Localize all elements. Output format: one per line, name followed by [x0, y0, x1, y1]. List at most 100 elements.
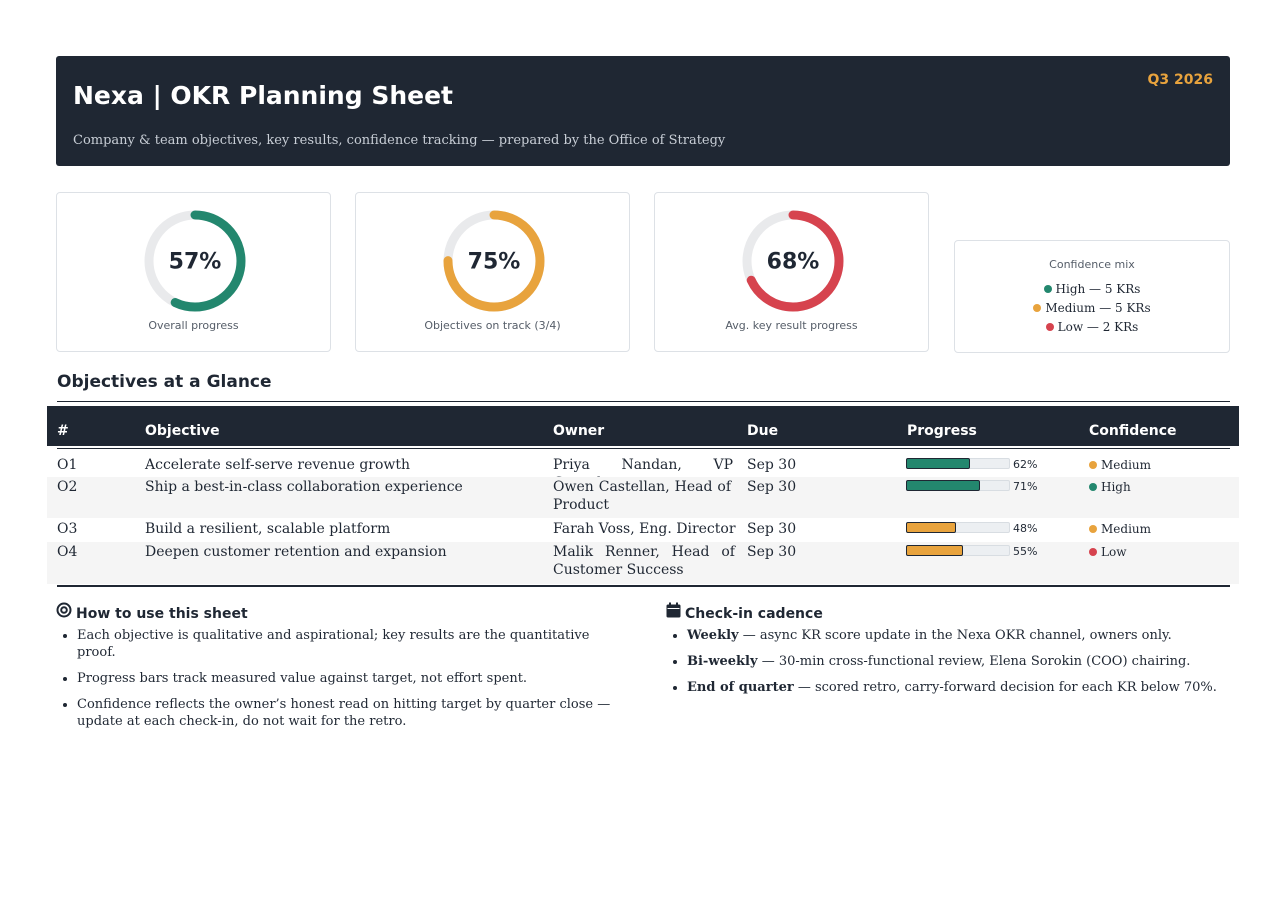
progress-percent: 55%	[1013, 545, 1038, 558]
column-header-owner: Owner	[553, 423, 605, 439]
cadence-term: Bi-weekly	[687, 654, 758, 669]
confidence-badge: Medium	[1089, 458, 1151, 472]
column-header-id: #	[57, 423, 69, 439]
quarter-label: Q3 2026	[1147, 72, 1213, 88]
dot-icon	[1045, 322, 1054, 331]
cadence-term: End of quarter	[687, 680, 794, 695]
objective-id: O2	[57, 479, 78, 495]
progress-bar-fill	[906, 522, 956, 533]
cadence-text: — scored retro, carry-forward decision f…	[793, 680, 1217, 695]
objective-id: O1	[57, 457, 78, 473]
section-divider	[57, 401, 1230, 402]
confidence-mix-card: Confidence mix High — 5 KRs Medium — 5 K…	[954, 240, 1230, 353]
confidence-mix-title: Confidence mix	[1049, 258, 1135, 271]
kpi-value: 57%	[168, 249, 222, 275]
overall-progress-donut	[144, 210, 246, 312]
objective-owner: Malik Renner, Head of Customer Success	[553, 544, 735, 578]
how-to-title-row: How to use this sheet	[56, 602, 626, 624]
kpi-card-overall-progress: 57% Overall progress	[56, 192, 331, 352]
table-header-rule	[57, 448, 1230, 449]
objective-due: Sep 30	[747, 479, 797, 495]
confidence-mix-item-low: Low — 2 KRs	[955, 318, 1229, 337]
how-to-list: Each objective is qualitative and aspira…	[56, 627, 626, 730]
table-header: # Objective Owner Due Progress Confidenc…	[47, 406, 1239, 446]
column-header-progress: Progress	[907, 423, 977, 439]
objective-name: Deepen customer retention and expansion	[145, 544, 447, 560]
dot-icon	[1089, 547, 1097, 556]
page-header: Nexa | OKR Planning Sheet Q3 2026 Compan…	[56, 56, 1230, 166]
progress-percent: 62%	[1013, 458, 1038, 471]
how-to-section: How to use this sheet Each objective is …	[56, 602, 626, 739]
objective-due: Sep 30	[747, 457, 797, 473]
table-row: O1 Accelerate self-serve revenue growth …	[47, 455, 1239, 491]
column-header-confidence: Confidence	[1089, 423, 1177, 439]
list-item: Progress bars track measured value again…	[77, 670, 626, 687]
confidence-mix-item-medium: Medium — 5 KRs	[955, 299, 1229, 318]
confidence-mix-list: High — 5 KRs Medium — 5 KRs Low — 2 KRs	[955, 280, 1229, 337]
dot-icon	[1043, 284, 1052, 293]
progress-bar-fill	[906, 480, 980, 491]
progress-bar-fill	[906, 545, 964, 556]
objective-id: O3	[57, 521, 78, 537]
progress-percent: 48%	[1013, 522, 1038, 535]
progress-percent: 71%	[1013, 480, 1038, 493]
progress-bar	[906, 458, 1010, 469]
target-icon	[56, 602, 72, 624]
confidence-badge: Medium	[1089, 522, 1151, 536]
page-title: Nexa | OKR Planning Sheet	[73, 81, 453, 110]
progress-bar	[906, 480, 1010, 491]
objective-owner: Owen Castellan, Head of Product	[553, 479, 731, 513]
progress-bar	[906, 545, 1010, 556]
list-item: End of quarter — scored retro, carry-for…	[687, 679, 1230, 696]
confidence-badge: High	[1089, 480, 1131, 494]
objective-owner: Farah Voss, Eng. Director	[553, 521, 736, 537]
confidence-label: Medium	[1101, 522, 1152, 536]
kpi-label: Overall progress	[148, 319, 239, 332]
objectives-section-title: Objectives at a Glance	[57, 372, 272, 392]
kpi-value: 68%	[766, 249, 820, 275]
objective-name: Build a resilient, scalable platform	[145, 521, 391, 537]
confidence-label: Low	[1101, 545, 1127, 559]
objective-name: Ship a best-in-class collaboration exper…	[145, 479, 463, 495]
list-item: Weekly — async KR score update in the Ne…	[687, 627, 1230, 644]
cadence-title-row: Check-in cadence	[666, 602, 1230, 624]
objective-due: Sep 30	[747, 521, 797, 537]
table-row: O3 Build a resilient, scalable platform …	[47, 519, 1239, 541]
list-item: Bi-weekly — 30-min cross-functional revi…	[687, 653, 1230, 670]
avg-kr-progress-donut	[742, 210, 844, 312]
table-row: O4 Deepen customer retention and expansi…	[47, 542, 1239, 584]
dot-icon	[1089, 482, 1097, 491]
list-item: Each objective is qualitative and aspira…	[77, 627, 626, 661]
confidence-label: High	[1101, 480, 1131, 494]
kpi-label: Objectives on track (3/4)	[424, 319, 561, 332]
calendar-icon	[666, 602, 681, 624]
column-header-due: Due	[747, 423, 779, 439]
cadence-title: Check-in cadence	[685, 606, 823, 622]
cadence-term: Weekly	[687, 628, 739, 643]
confidence-mix-label: High — 5 KRs	[1055, 282, 1141, 296]
column-header-objective: Objective	[145, 423, 220, 439]
objective-name: Accelerate self-serve revenue growth	[145, 457, 411, 473]
cadence-list: Weekly — async KR score update in the Ne…	[666, 627, 1230, 696]
progress-bar	[906, 522, 1010, 533]
how-to-title: How to use this sheet	[76, 606, 248, 622]
confidence-label: Medium	[1101, 458, 1152, 472]
cadence-text: — 30-min cross-functional review, Elena …	[757, 654, 1191, 669]
cadence-section: Check-in cadence Weekly — async KR score…	[666, 602, 1230, 705]
kpi-card-avg-kr-progress: 68% Avg. key result progress	[654, 192, 929, 352]
objective-id: O4	[57, 544, 78, 560]
page-subtitle: Company & team objectives, key results, …	[73, 133, 726, 148]
list-item: Confidence reflects the owner’s honest r…	[77, 696, 626, 730]
confidence-mix-label: Low — 2 KRs	[1057, 320, 1139, 334]
table-bottom-rule	[57, 585, 1230, 587]
confidence-badge: Low	[1089, 545, 1126, 559]
table-row: O2 Ship a best-in-class collaboration ex…	[47, 477, 1239, 518]
objectives-on-track-donut	[443, 210, 545, 312]
kpi-value: 75%	[467, 249, 521, 275]
kpi-label: Avg. key result progress	[725, 319, 858, 332]
confidence-mix-item-high: High — 5 KRs	[955, 280, 1229, 299]
progress-bar-fill	[906, 458, 971, 469]
confidence-mix-label: Medium — 5 KRs	[1045, 301, 1151, 315]
dot-icon	[1089, 524, 1097, 533]
dot-icon	[1089, 460, 1097, 469]
